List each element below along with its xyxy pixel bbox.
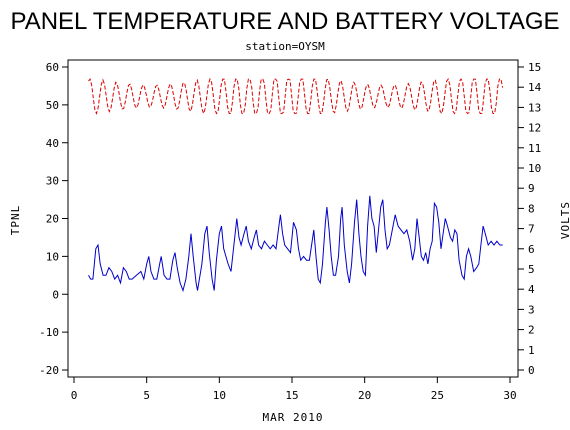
y-left-tick-label: 10	[46, 250, 59, 263]
y-left-tick-label: 40	[46, 137, 59, 150]
x-tick-label: 5	[143, 389, 150, 402]
y-right-tick-label: 5	[528, 263, 535, 276]
y-axis-right-label: VOLTS	[559, 201, 570, 239]
x-tick-label: 10	[213, 389, 226, 402]
x-tick-label: 0	[71, 389, 78, 402]
y-right-tick-label: 0	[528, 364, 535, 377]
x-tick-label: 25	[431, 389, 444, 402]
x-tick-label: 15	[285, 389, 298, 402]
y-axis-left-label: TPNL	[9, 205, 22, 236]
chart-subtitle: station=OYSM	[245, 40, 325, 53]
y-right-tick-label: 3	[528, 303, 535, 316]
y-left-tick-label: -20	[39, 364, 59, 377]
panel-temperature-series-line	[88, 195, 503, 293]
y-right-tick-label: 9	[528, 182, 535, 195]
chart-title: PANEL TEMPERATURE AND BATTERY VOLTAGE	[10, 8, 559, 35]
y-right-tick-label: 2	[528, 324, 535, 337]
x-tick-label: 30	[503, 389, 516, 402]
y-left-tick-label: 20	[46, 213, 59, 226]
y-right-tick-label: 15	[528, 61, 541, 74]
x-axis: 0 5 10 15 20 25 30	[71, 377, 517, 402]
y-left-tick-label: -10	[39, 326, 59, 339]
series-layer	[88, 77, 504, 293]
y-left-tick-label: 0	[52, 288, 59, 301]
y-right-tick-label: 13	[528, 101, 541, 114]
y-right-tick-label: 4	[528, 283, 535, 296]
y-left-tick-label: 50	[46, 99, 59, 112]
y-right-tick-label: 11	[528, 142, 541, 155]
x-tick-label: 20	[358, 389, 371, 402]
y-right-tick-label: 8	[528, 202, 535, 215]
battery-voltage-series-line	[88, 77, 504, 116]
y-axis-left: -20 -10 0 10 20 30 40 50 60	[39, 61, 68, 377]
y-right-tick-label: 10	[528, 162, 541, 175]
x-axis-label: MAR 2010	[263, 411, 324, 424]
y-right-tick-label: 1	[528, 344, 535, 357]
y-right-tick-label: 12	[528, 122, 541, 135]
y-right-tick-label: 14	[528, 81, 542, 94]
y-right-tick-label: 7	[528, 223, 535, 236]
y-right-tick-label: 6	[528, 243, 535, 256]
y-left-tick-label: 30	[46, 175, 59, 188]
y-left-tick-label: 60	[46, 61, 59, 74]
